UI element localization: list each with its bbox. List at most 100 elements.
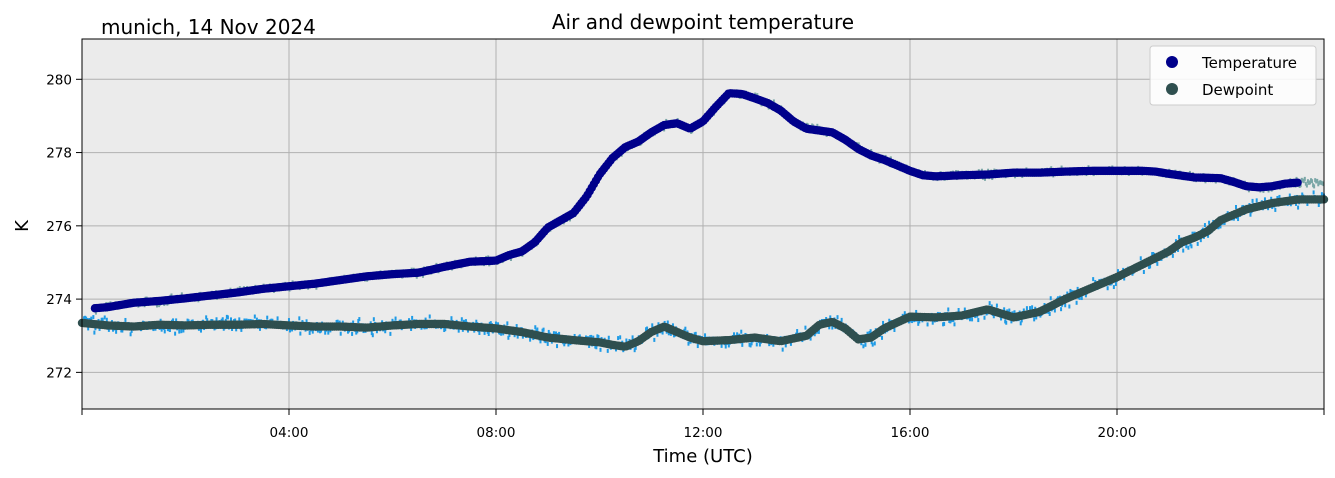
raw-point-temperature <box>1316 178 1319 183</box>
raw-point-dewpoint <box>968 317 971 322</box>
raw-point-dewpoint <box>727 343 730 348</box>
raw-point-dewpoint <box>656 332 659 337</box>
series-dewpoint <box>77 195 1329 351</box>
raw-point-dewpoint <box>772 342 775 347</box>
raw-point-dewpoint <box>299 331 302 336</box>
raw-point-dewpoint <box>840 317 843 322</box>
raw-point-temperature <box>1301 178 1304 183</box>
raw-point-dewpoint <box>617 336 620 341</box>
raw-point-dewpoint <box>1078 295 1081 300</box>
raw-point-temperature <box>1315 179 1318 184</box>
raw-point-temperature <box>1300 177 1303 182</box>
raw-point-temperature <box>180 292 183 297</box>
raw-point-temperature <box>315 285 318 290</box>
raw-point-dewpoint <box>1060 307 1063 312</box>
raw-point-dewpoint <box>428 314 431 319</box>
raw-point-dewpoint <box>1000 316 1003 321</box>
raw-point-dewpoint <box>963 307 966 312</box>
raw-point-dewpoint <box>666 320 669 325</box>
point-temperature <box>1293 178 1302 187</box>
raw-point-dewpoint <box>1114 281 1117 286</box>
raw-point-dewpoint <box>995 303 998 308</box>
raw-point-dewpoint <box>704 333 707 338</box>
raw-point-dewpoint <box>1288 193 1291 198</box>
raw-point-dewpoint <box>1320 192 1323 197</box>
raw-point-dewpoint <box>796 329 799 334</box>
raw-point-dewpoint <box>483 330 486 335</box>
raw-point-dewpoint <box>1008 308 1011 313</box>
raw-point-dewpoint <box>226 315 229 320</box>
raw-point-dewpoint <box>370 331 373 336</box>
raw-point-dewpoint <box>1149 264 1152 269</box>
raw-point-dewpoint <box>1151 252 1154 257</box>
raw-point-dewpoint <box>1219 224 1222 229</box>
raw-point-dewpoint <box>1207 233 1210 238</box>
raw-point-temperature <box>1304 181 1307 186</box>
raw-point-dewpoint <box>255 317 258 322</box>
raw-point-dewpoint <box>736 332 739 337</box>
raw-point-dewpoint <box>657 322 660 327</box>
raw-point-dewpoint <box>1156 261 1159 266</box>
raw-point-dewpoint <box>983 315 986 320</box>
raw-point-dewpoint <box>749 343 752 348</box>
raw-point-dewpoint <box>238 317 241 322</box>
raw-point-temperature <box>1318 180 1321 185</box>
chart-title: Air and dewpoint temperature <box>552 10 854 34</box>
raw-point-dewpoint <box>1003 307 1006 312</box>
raw-point-dewpoint <box>911 319 914 324</box>
raw-point-dewpoint <box>335 319 338 324</box>
raw-point-dewpoint <box>1020 318 1023 323</box>
raw-point-dewpoint <box>594 344 597 349</box>
raw-point-dewpoint <box>160 327 163 332</box>
raw-point-dewpoint <box>90 316 93 321</box>
raw-point-dewpoint <box>694 331 697 336</box>
raw-point-temperature <box>1311 179 1314 184</box>
raw-point-temperature <box>1302 179 1305 184</box>
raw-point-dewpoint <box>240 327 243 332</box>
raw-point-dewpoint <box>1191 231 1194 236</box>
raw-point-temperature <box>1320 180 1323 185</box>
raw-point-dewpoint <box>631 335 634 340</box>
raw-point-dewpoint <box>1092 277 1095 282</box>
raw-point-dewpoint <box>1190 244 1193 249</box>
raw-point-dewpoint <box>394 316 397 321</box>
y-tick-label: 278 <box>46 146 72 162</box>
raw-point-dewpoint <box>860 341 863 346</box>
raw-point-dewpoint <box>182 328 185 333</box>
raw-point-dewpoint <box>489 321 492 326</box>
location-date-label: munich, 14 Nov 2024 <box>101 15 316 39</box>
raw-point-dewpoint <box>235 327 238 332</box>
raw-point-dewpoint <box>124 317 127 322</box>
raw-point-dewpoint <box>1005 320 1008 325</box>
raw-point-dewpoint <box>178 329 181 334</box>
x-tick-label: 12:00 <box>684 425 723 441</box>
raw-point-dewpoint <box>327 330 330 335</box>
raw-point-dewpoint <box>871 342 874 347</box>
raw-point-dewpoint <box>903 311 906 316</box>
raw-point-temperature <box>1308 180 1311 185</box>
raw-point-dewpoint <box>578 334 581 339</box>
raw-point-temperature <box>772 99 775 104</box>
raw-point-dewpoint <box>836 315 839 320</box>
raw-point-dewpoint <box>339 331 342 336</box>
raw-point-dewpoint <box>1148 264 1151 269</box>
legend-marker-dewpoint <box>1166 83 1178 95</box>
raw-point-dewpoint <box>93 330 96 335</box>
raw-point-dewpoint <box>1278 194 1281 199</box>
raw-point-dewpoint <box>926 322 929 327</box>
raw-point-dewpoint <box>1139 256 1142 261</box>
raw-point-dewpoint <box>1022 308 1025 313</box>
raw-point-temperature <box>1322 182 1325 187</box>
raw-point-dewpoint <box>1196 241 1199 246</box>
raw-point-dewpoint <box>1263 197 1266 202</box>
raw-point-temperature <box>1321 181 1324 186</box>
raw-point-dewpoint <box>988 301 991 306</box>
legend-label-temperature: Temperature <box>1201 54 1297 72</box>
raw-point-dewpoint <box>1274 207 1277 212</box>
raw-point-dewpoint <box>633 348 636 353</box>
raw-point-dewpoint <box>607 335 610 340</box>
raw-point-dewpoint <box>529 337 532 342</box>
raw-point-dewpoint <box>554 331 557 336</box>
raw-point-dewpoint <box>1255 198 1258 203</box>
raw-point-dewpoint <box>444 327 447 332</box>
